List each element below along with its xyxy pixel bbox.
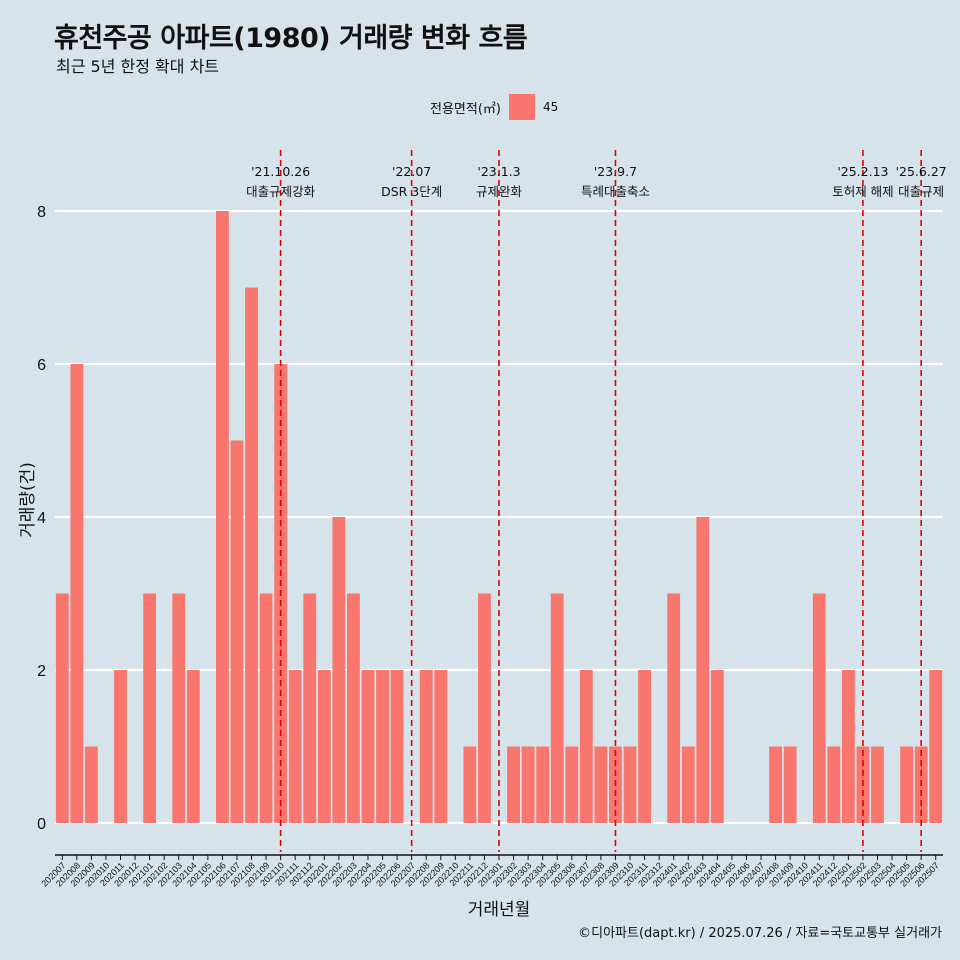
bar <box>623 746 637 823</box>
bar <box>347 593 360 823</box>
event-label: 특례대출축소 <box>581 184 650 199</box>
event-label: 규제완화 <box>476 184 523 199</box>
bar <box>812 593 826 823</box>
bar <box>579 670 593 823</box>
y-tick-label: 4 <box>37 510 46 527</box>
bar <box>929 670 943 823</box>
bar <box>638 670 651 823</box>
bar <box>521 746 535 823</box>
chart-subtitle: 최근 5년 한정 확대 차트 <box>56 57 220 76</box>
bar <box>303 593 317 823</box>
bar <box>681 746 695 823</box>
legend-swatch <box>508 94 535 120</box>
bar <box>332 517 346 823</box>
bar <box>667 593 681 823</box>
event-date-label: '25.6.27 <box>896 164 947 179</box>
event-date-label: '23.9.7 <box>594 164 637 179</box>
bar <box>317 670 331 823</box>
bar <box>390 670 404 823</box>
bar <box>143 593 157 823</box>
event-label: 대출규제 <box>898 184 944 199</box>
bar <box>783 746 797 823</box>
event-date-label: '23.1.3 <box>477 164 520 179</box>
bar <box>376 670 389 823</box>
event-date-label: '21.10.26 <box>251 164 310 179</box>
event-label: DSR 3단계 <box>381 184 442 199</box>
bar <box>245 287 258 823</box>
y-tick-label: 8 <box>37 204 46 221</box>
bar <box>55 593 69 823</box>
x-axis-title: 거래년월 <box>468 900 531 920</box>
bar <box>871 746 884 823</box>
bar <box>361 670 375 823</box>
bar <box>114 670 127 823</box>
legend-title: 전용면적(㎡) <box>430 101 501 117</box>
bar <box>827 746 841 823</box>
event-label: 대출규제강화 <box>246 184 316 199</box>
bar <box>536 746 550 823</box>
y-tick-label: 2 <box>37 663 46 680</box>
bar <box>463 746 477 823</box>
event-date-label: '22.07 <box>392 164 431 179</box>
bar <box>594 746 608 823</box>
caption: ©디아파트(dapt.kr) / 2025.07.26 / 자료=국토교통부 실… <box>578 926 942 941</box>
bar <box>507 746 520 823</box>
bar <box>769 746 782 823</box>
bar <box>70 364 84 823</box>
bar <box>259 593 273 823</box>
bar <box>710 670 724 823</box>
legend: 전용면적(㎡) 45 <box>430 94 558 120</box>
bar <box>288 670 302 823</box>
legend-item-label: 45 <box>542 100 559 114</box>
bar <box>478 593 491 823</box>
bar <box>841 670 855 823</box>
bar <box>216 211 229 823</box>
chart-title: 휴천주공 아파트(1980) 거래량 변화 흐름 <box>54 23 528 54</box>
bar <box>550 593 564 823</box>
bar <box>900 746 914 823</box>
y-tick-label: 6 <box>37 357 46 374</box>
bar <box>419 670 433 823</box>
bar <box>230 440 244 823</box>
bar <box>696 517 710 823</box>
event-date-label: '25.2.13 <box>837 164 888 179</box>
bar <box>186 670 200 823</box>
event-label: 토허제 해제 <box>832 184 893 199</box>
bar <box>172 593 186 823</box>
y-tick-label: 0 <box>37 816 46 833</box>
bar <box>84 746 98 823</box>
bar <box>434 670 448 823</box>
y-axis-title: 거래량(건) <box>18 462 38 538</box>
bar <box>565 746 579 823</box>
